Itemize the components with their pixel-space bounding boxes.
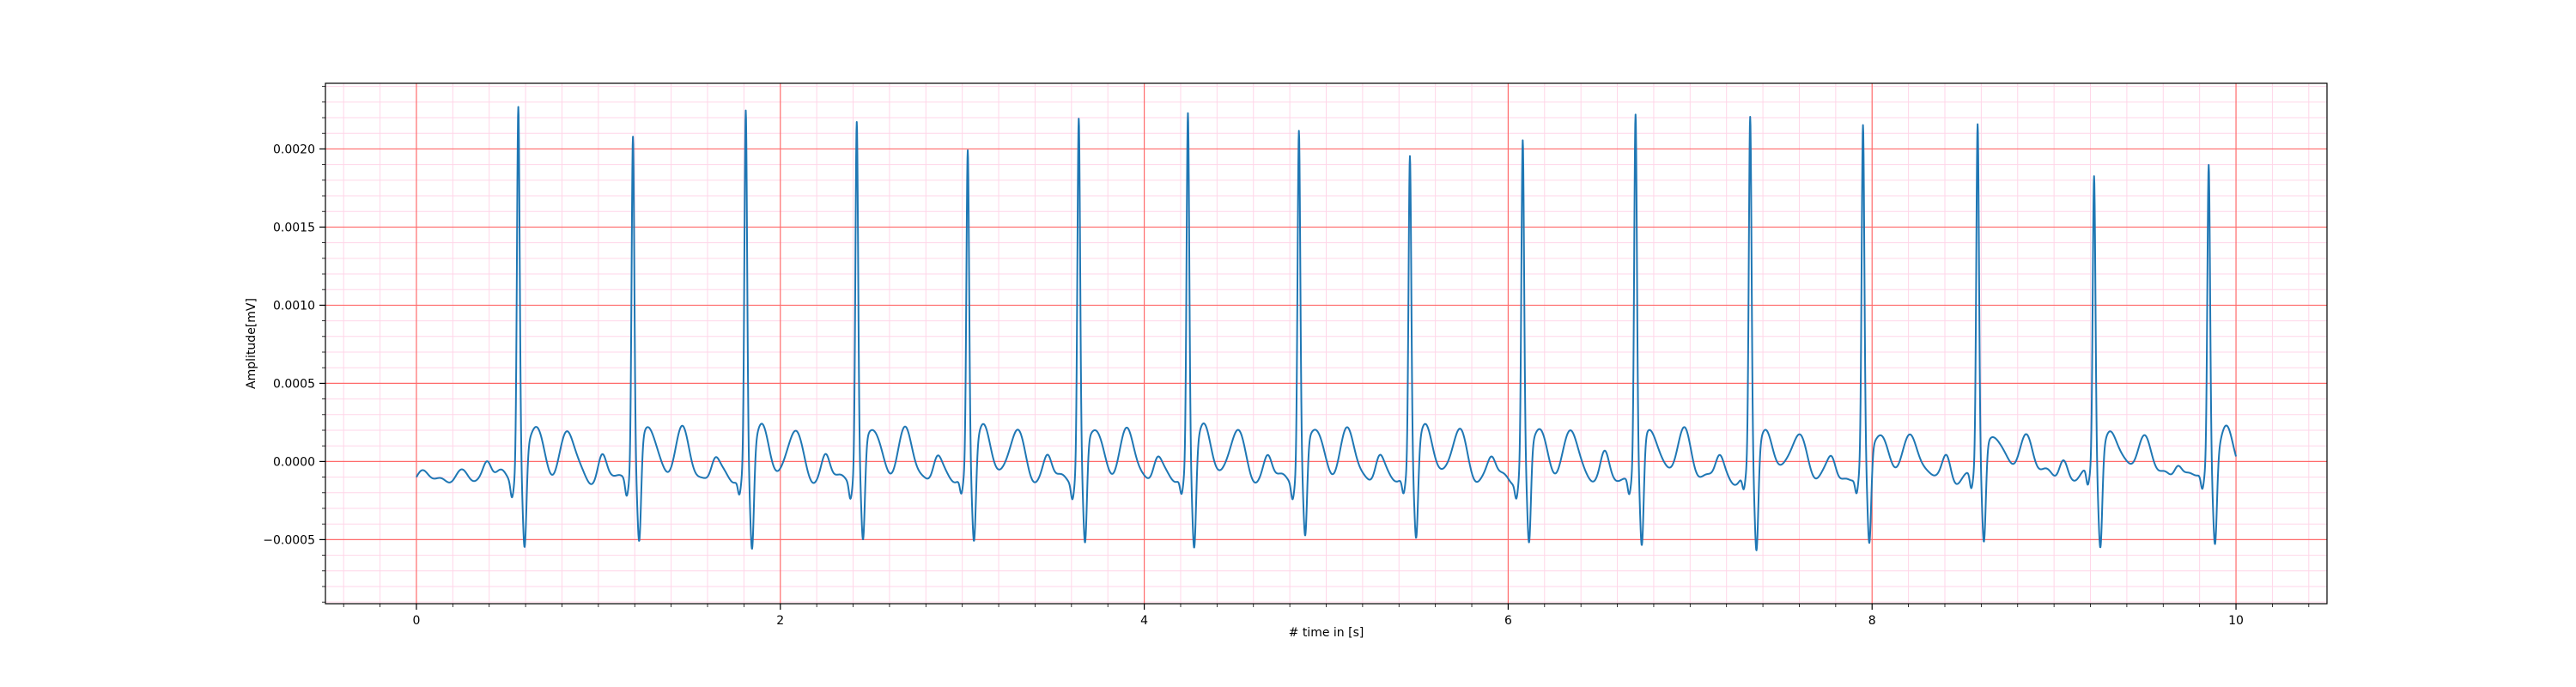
x-tick-label: 2: [776, 614, 784, 628]
x-axis-label: # time in [s]: [1289, 626, 1364, 640]
ecg-series-line: [416, 106, 2238, 551]
ticks-layer: 0 2 4 6 8 10 −0.0005 0.0000 0.0005 0.0010 0.0015 0.…: [263, 86, 2310, 628]
x-tick-label: 8: [1868, 614, 1876, 628]
y-tick-label: 0.0015: [273, 221, 315, 234]
series-layer: [416, 106, 2238, 551]
minor-grid: [325, 83, 2327, 604]
x-tick-label: 0: [412, 614, 420, 628]
x-tick-label: 4: [1140, 614, 1148, 628]
y-tick-label: 0.0010: [273, 299, 315, 313]
x-tick-label: 6: [1504, 614, 1512, 628]
x-tick-label: 10: [2228, 614, 2244, 628]
y-tick-label: 0.0005: [273, 377, 315, 391]
y-tick-label: 0.0020: [273, 143, 315, 156]
y-tick-label: 0.0000: [273, 455, 315, 469]
y-axis-label: Amplitude[mV]: [245, 298, 258, 389]
major-grid: [325, 83, 2327, 604]
y-tick-label: −0.0005: [263, 533, 315, 547]
